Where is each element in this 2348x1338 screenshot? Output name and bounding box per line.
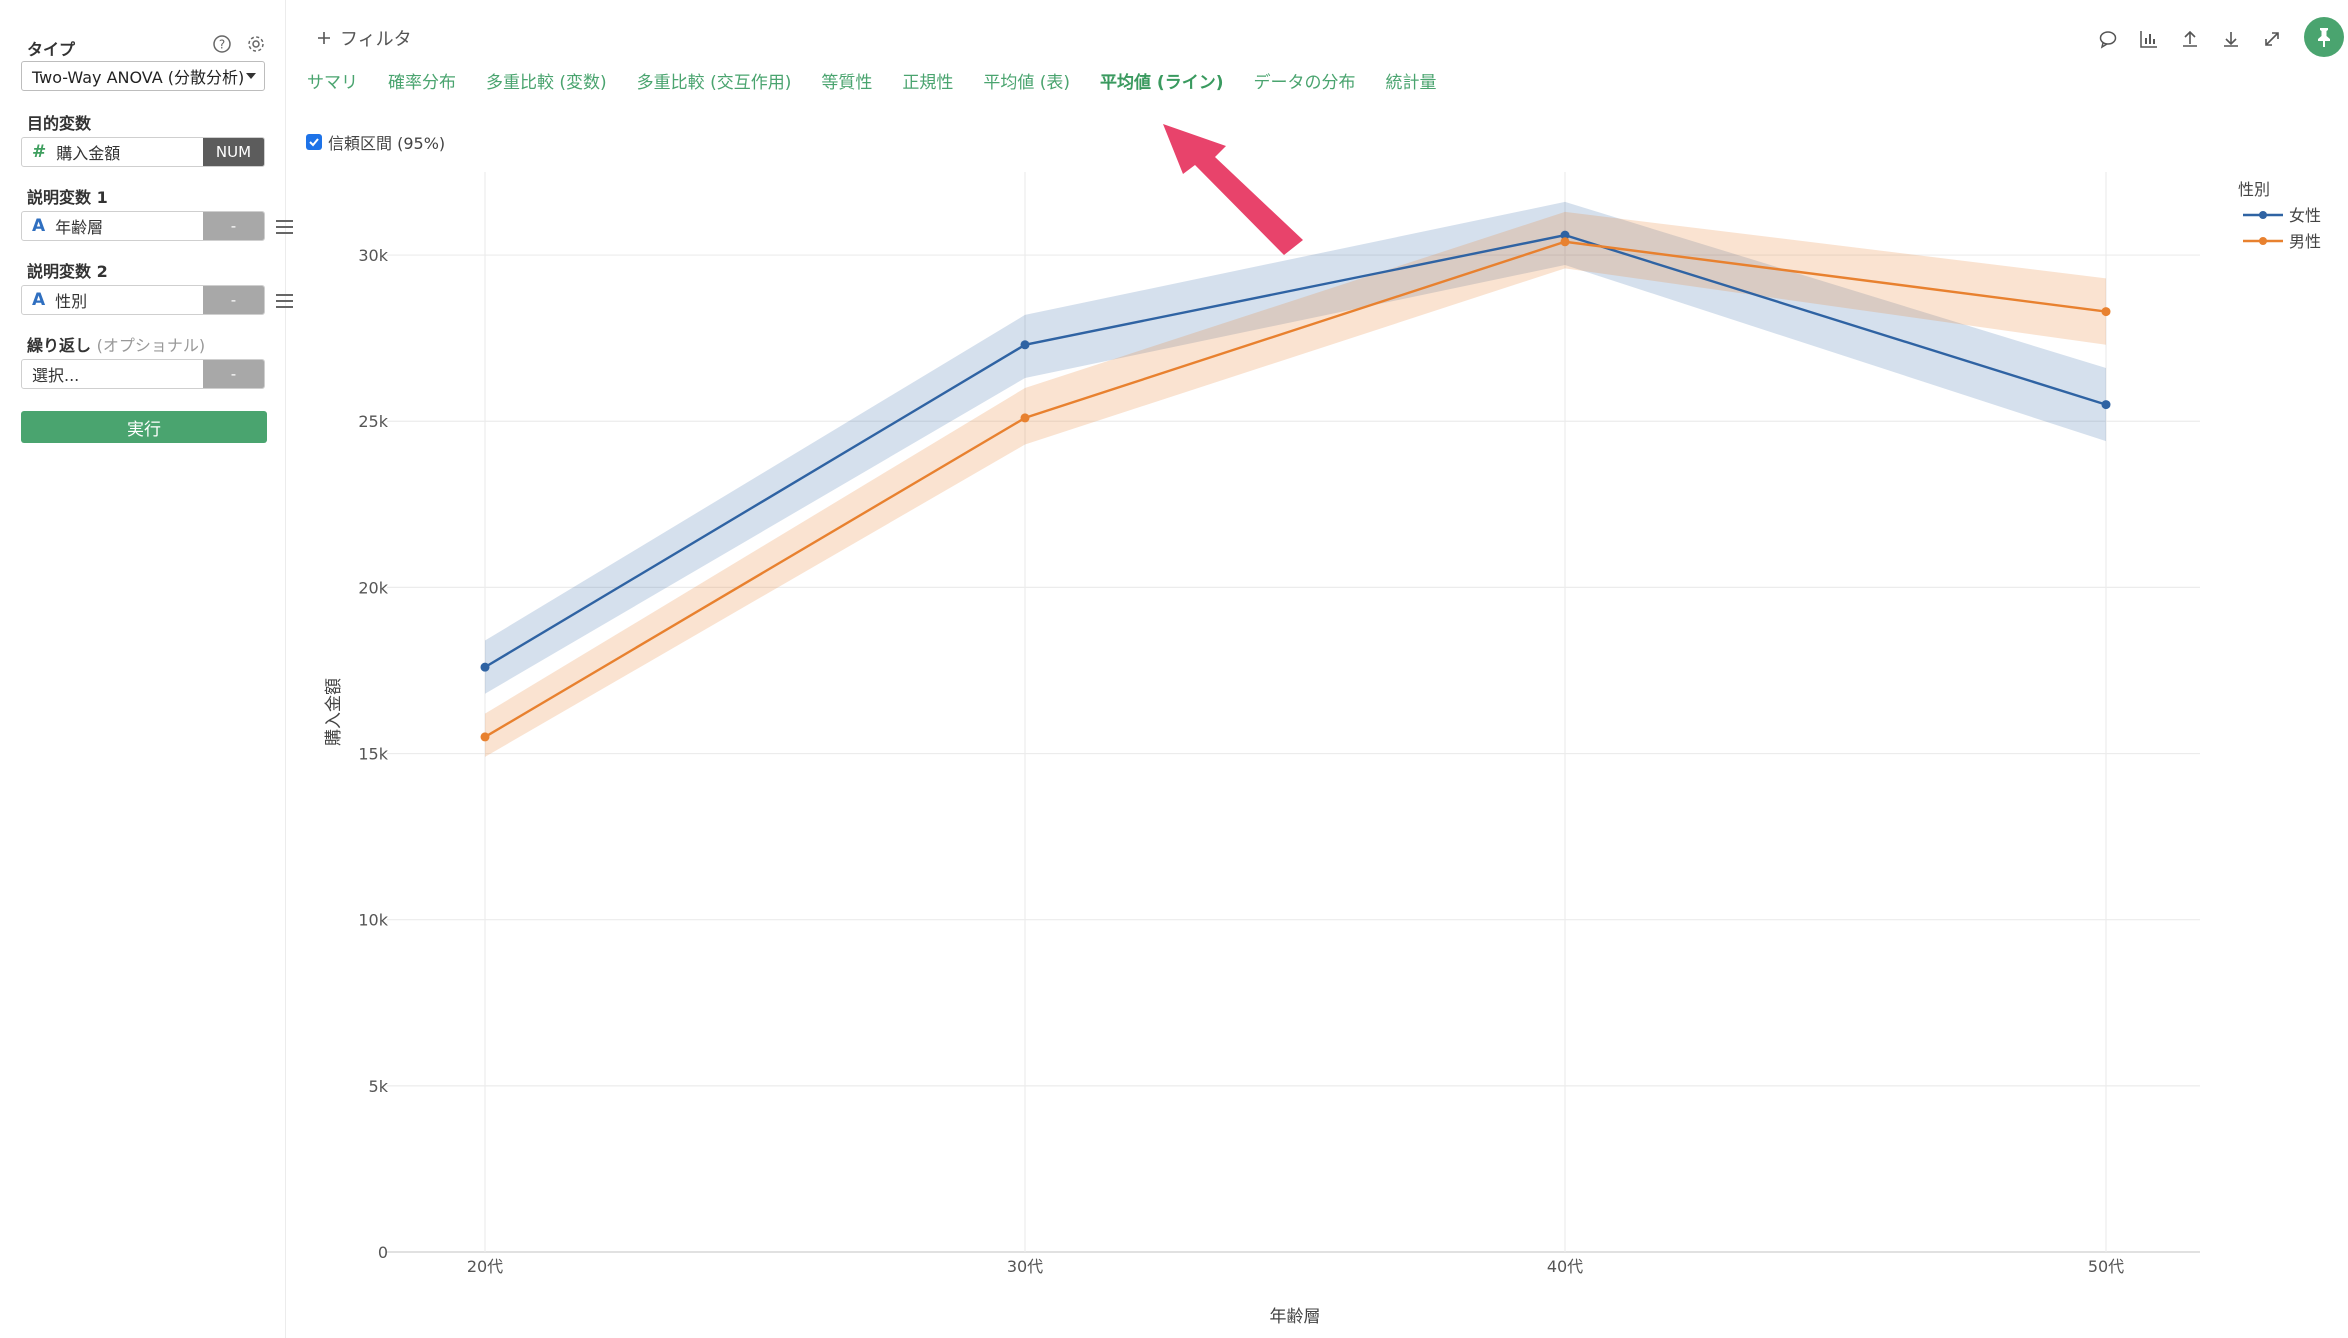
series-line-female <box>484 233 2107 669</box>
y-tick-label: 5k <box>369 1077 389 1096</box>
filter-button[interactable]: フィルタ <box>316 25 412 51</box>
explanatory-variable-1-value: 年齢層 <box>55 218 104 237</box>
legend-item-male[interactable]: 男性 <box>2243 228 2321 252</box>
data-point-female[interactable] <box>1020 340 1030 350</box>
text-type-icon: A <box>32 216 46 236</box>
x-tick-label: 20代 <box>467 1257 503 1276</box>
data-point-female[interactable] <box>1560 230 1570 240</box>
svg-text:?: ? <box>219 38 225 52</box>
type-label: タイプ <box>27 40 76 59</box>
chevron-down-icon <box>246 73 256 79</box>
data-point-female[interactable] <box>2101 400 2111 410</box>
explanatory-variable-2-value: 性別 <box>55 292 88 311</box>
run-button[interactable]: 実行 <box>21 411 267 443</box>
repeat-label: 繰り返し (オプショナル) <box>27 332 205 356</box>
tab-data-distribution[interactable]: データの分布 <box>1253 73 1356 93</box>
tab-bar: サマリ 確率分布 多重比較 (変数) 多重比較 (交互作用) 等質性 正規性 平… <box>307 68 1436 93</box>
x-tick-label: 30代 <box>1007 1257 1043 1276</box>
expand-icon[interactable] <box>2259 26 2285 52</box>
tab-mean-table[interactable]: 平均値 (表) <box>983 73 1071 93</box>
tab-multiple-comparison-variable[interactable]: 多重比較 (変数) <box>486 73 607 93</box>
series-line-male <box>484 240 2107 738</box>
data-point-male[interactable] <box>1560 237 1570 247</box>
data-point-female[interactable] <box>480 662 490 672</box>
filter-label: フィルタ <box>340 29 412 50</box>
x-tick-label: 50代 <box>2088 1257 2124 1276</box>
explanatory-variable-1-field[interactable]: A 年齢層 - <box>21 211 265 241</box>
help-icon[interactable]: ? <box>211 33 233 55</box>
tab-mean-line[interactable]: 平均値 (ライン) <box>1100 73 1224 93</box>
checkbox-checked-icon <box>306 134 322 150</box>
explanatory-variable-2-label: 説明変数 2 <box>27 262 108 281</box>
gear-icon[interactable] <box>245 33 267 55</box>
annotation-arrow <box>1163 124 1303 255</box>
tab-statistics[interactable]: 統計量 <box>1385 73 1437 93</box>
tab-normality[interactable]: 正規性 <box>902 73 954 93</box>
repeat-field[interactable]: 選択... - <box>21 359 265 389</box>
type-select[interactable]: Two-Way ANOVA (分散分析) <box>21 61 265 91</box>
confidence-interval-checkbox[interactable]: 信頼区間 (95%) <box>306 130 445 154</box>
y-tick-label: 15k <box>358 745 388 764</box>
explanatory-variable-1-menu-icon[interactable] <box>276 220 293 234</box>
explanatory-variable-2-field[interactable]: A 性別 - <box>21 285 265 315</box>
data-point-male[interactable] <box>1020 413 1030 423</box>
data-point-male[interactable] <box>480 732 490 742</box>
data-point-male[interactable] <box>2101 307 2111 317</box>
tab-probability[interactable]: 確率分布 <box>388 73 456 93</box>
legend-title: 性別 <box>2238 180 2271 199</box>
legend-label-male: 男性 <box>2289 232 2322 251</box>
explanatory-variable-2-type-button[interactable]: - <box>203 286 264 314</box>
tab-summary[interactable]: サマリ <box>307 73 358 93</box>
legend-item-female[interactable]: 女性 <box>2243 202 2321 226</box>
type-select-value: Two-Way ANOVA (分散分析) <box>32 68 245 87</box>
explanatory-variable-1-type-button[interactable]: - <box>203 212 264 240</box>
num-type-tag[interactable]: NUM <box>203 138 264 166</box>
target-variable-field[interactable]: # 購入金額 NUM <box>21 137 265 167</box>
sidebar: タイプ ? Two-Way ANOVA (分散分析) 目的変数 # 購入金額 NU… <box>0 0 293 1338</box>
target-variable-value: 購入金額 <box>56 144 121 163</box>
y-axis-label: 購入金額 <box>324 678 344 746</box>
pin-icon[interactable] <box>2304 17 2344 57</box>
plus-icon <box>318 32 330 44</box>
explanatory-variable-2-menu-icon[interactable] <box>276 294 293 308</box>
legend-swatch-female <box>2243 207 2283 221</box>
repeat-optional-text: (オプショナル) <box>96 336 206 355</box>
repeat-type-button[interactable]: - <box>203 360 264 388</box>
numeric-type-icon: # <box>32 142 47 162</box>
y-tick-label: 30k <box>358 246 388 265</box>
x-axis-label: 年齢層 <box>1270 1307 1321 1327</box>
confidence-interval-label: 信頼区間 (95%) <box>328 134 446 153</box>
text-type-icon: A <box>32 290 46 310</box>
y-tick-label: 10k <box>358 911 388 930</box>
upload-icon[interactable] <box>2177 26 2203 52</box>
repeat-label-text: 繰り返し <box>27 336 92 355</box>
confidence-band-male <box>485 211 2106 757</box>
confidence-band-female <box>485 201 2106 694</box>
x-tick-label: 40代 <box>1547 1257 1583 1276</box>
y-tick-label: 25k <box>358 412 388 431</box>
comment-icon[interactable] <box>2095 26 2121 52</box>
tab-multiple-comparison-interaction[interactable]: 多重比較 (交互作用) <box>636 73 792 93</box>
target-variable-label: 目的変数 <box>27 114 92 133</box>
explanatory-variable-1-label: 説明変数 1 <box>27 188 108 207</box>
legend-label-female: 女性 <box>2289 206 2322 225</box>
y-tick-label: 20k <box>358 578 388 597</box>
download-icon[interactable] <box>2218 26 2244 52</box>
legend-swatch-male <box>2243 233 2283 247</box>
tab-homogeneity[interactable]: 等質性 <box>821 73 873 93</box>
y-tick-label: 0 <box>378 1243 388 1262</box>
repeat-placeholder: 選択... <box>32 366 80 385</box>
chart-icon[interactable] <box>2136 26 2162 52</box>
